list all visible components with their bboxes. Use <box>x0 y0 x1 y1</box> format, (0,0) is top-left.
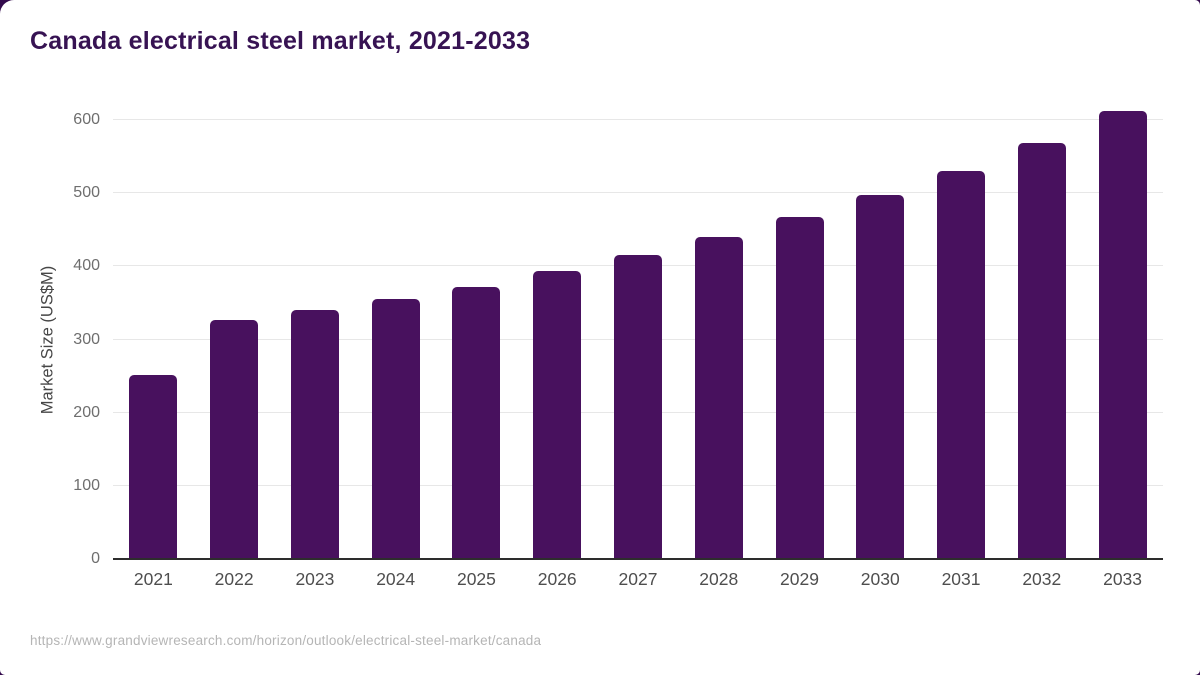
y-tick-label-400: 400 <box>73 257 100 275</box>
x-tick-label-2022: 2022 <box>214 569 254 589</box>
y-tick-label-500: 500 <box>73 184 100 202</box>
gridline-500 <box>113 192 1163 194</box>
x-tick-label-2025: 2025 <box>456 569 496 589</box>
bar-slot-2027 <box>598 120 679 559</box>
x-tick-label-2031: 2031 <box>941 569 981 589</box>
bar-slot-2028 <box>678 120 759 559</box>
y-tick-label-200: 200 <box>73 403 100 421</box>
x-axis-line <box>113 558 1163 560</box>
x-axis-labels: 2021 2022 2023 2024 2025 2026 2027 2028 2029 2030… <box>113 569 1163 590</box>
x-tick-label-2028: 2028 <box>699 569 739 589</box>
bar-slot-2023 <box>275 120 356 559</box>
x-tick-label-2024: 2024 <box>376 569 416 589</box>
bar-slot-2024 <box>355 120 436 559</box>
y-tick-label-600: 600 <box>73 111 100 128</box>
bar-slot-2031 <box>921 120 1002 559</box>
bar-slot-2032 <box>1001 120 1082 559</box>
x-tick-label-2023: 2023 <box>295 569 335 589</box>
bar-slot-2029 <box>759 120 840 559</box>
bar-slot-2021 <box>113 120 194 559</box>
bar-2026 <box>533 271 582 559</box>
bars <box>113 111 1163 559</box>
y-tick-label-100: 100 <box>73 476 100 494</box>
x-tick-label-2033: 2033 <box>1103 569 1143 589</box>
y-tick-label-300: 300 <box>73 330 100 348</box>
y-tick-label-0: 0 <box>91 550 100 567</box>
x-tick-label-2029: 2029 <box>780 569 819 589</box>
bar-2025 <box>452 286 501 559</box>
bar-slot-2026 <box>517 120 598 559</box>
bar-2023 <box>290 310 339 559</box>
bar-2031 <box>937 170 986 559</box>
x-tick-label-2027: 2027 <box>618 569 658 589</box>
bar-slot-2030 <box>840 120 921 559</box>
source-url: https://www.grandviewresearch.com/horizo… <box>30 633 542 648</box>
bar-2024 <box>371 298 420 559</box>
chart-title: Canada electrical steel market, 2021-203… <box>30 27 531 55</box>
bar-2029 <box>775 217 824 559</box>
bar-2032 <box>1017 143 1066 559</box>
bar-slot-2025 <box>436 120 517 559</box>
bar-2027 <box>613 255 662 559</box>
x-tick-label-2026: 2026 <box>537 569 577 589</box>
bar-2028 <box>694 237 743 559</box>
x-tick-label-2030: 2030 <box>860 569 900 589</box>
bar-2021 <box>129 375 178 559</box>
gridline-600 <box>113 119 1163 120</box>
bar-2033 <box>1098 111 1147 559</box>
x-tick-label-2021: 2021 <box>133 569 173 589</box>
bar-slot-2033 <box>1082 111 1163 559</box>
bar-2022 <box>210 320 259 559</box>
x-tick-label-2032: 2032 <box>1022 569 1062 589</box>
bar-slot-2022 <box>194 120 275 559</box>
plot-area: Market Size (US$M) 0 100 200 300 400 500 600 2… <box>39 111 1163 589</box>
bar-2030 <box>856 194 905 559</box>
